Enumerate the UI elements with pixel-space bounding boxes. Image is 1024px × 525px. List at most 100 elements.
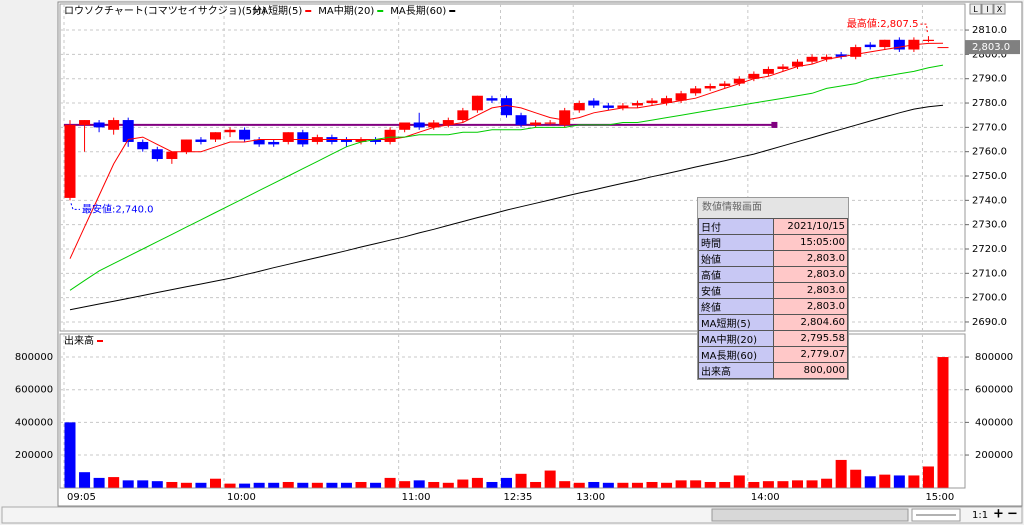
candle-body [602,105,614,108]
scroll-thumb[interactable] [711,508,909,522]
volume-title: 出来高 [64,334,94,347]
candle-body [922,39,934,42]
candle-body [690,88,702,94]
y-tick-label: 2800.0 [972,49,1007,60]
volume-bar [835,459,847,488]
volume-bar [413,480,425,488]
candle-body [544,122,556,124]
candle-body [762,68,774,74]
info-value: 2021/10/15 [773,218,848,235]
info-title: 数値情報画面 [698,198,848,218]
candle-body [748,73,760,79]
info-key: 時間 [698,234,774,251]
candle-body [195,139,207,142]
candle-body [821,56,833,60]
volume-bar [340,482,352,488]
volume-bar [151,481,163,488]
candle-body [64,124,76,198]
info-key: 安値 [698,282,774,299]
info-value: 2,803.0 [773,282,848,299]
candle-body [559,110,571,125]
chart-title: ロウソクチャート(コマツセイサクジョ)(5分) [64,5,266,17]
volume-bar [442,482,454,488]
candle-body [501,98,512,116]
volume-bar [253,482,265,488]
volume-bar [530,481,542,488]
volume-bar [573,482,585,488]
zoom-label: 1:1 [972,510,988,521]
info-key: MA短期(5) [698,314,774,331]
y-tick-label: 2790.0 [972,74,1007,85]
candle-body [355,139,367,142]
volume-bar [79,472,91,488]
volume-bar [471,477,483,488]
candle-body [661,98,673,104]
y-tick-label: 2770.0 [972,122,1007,133]
volume-bar [704,481,716,488]
volume-bar [501,477,512,488]
y-tick-label: 200000 [975,450,1013,461]
info-panel: 数値情報画面 日付 2021/10/15 時間 15:05:00 始値 2,803.0 高値… [697,197,849,380]
y-tick-label: 2720.0 [972,244,1007,255]
volume-bar [661,482,673,488]
info-row: MA中期(20) 2,795.58 [698,330,848,347]
volume-bar [224,483,236,488]
candle-body [180,139,192,152]
candle-body [617,105,629,108]
last-price-label: 2,803.0 [972,42,1010,53]
window-button-label: I [986,5,988,14]
volume-bar [908,475,920,488]
candle-body [733,78,745,84]
info-value: 2,795.58 [773,330,848,347]
candle-body [224,129,236,133]
volume-bar [399,481,411,488]
info-key: 始値 [698,250,774,267]
volume-bar [864,476,876,488]
volume-bar [239,483,251,488]
window-button[interactable] [969,3,982,15]
zoom-in[interactable]: + [993,507,1004,522]
volume-bar [748,481,760,488]
candle-body [530,122,542,125]
candle-body [239,129,251,140]
info-value: 2,803.0 [773,266,848,283]
y-tick-label: 2730.0 [972,220,1007,231]
candle-body [340,139,352,142]
x-tick-label: 09:05 [67,492,96,503]
candle-body [413,122,425,128]
volume-bar [137,480,149,488]
x-tick-label: 14:00 [751,492,780,503]
candle-body [806,56,818,62]
info-key: 日付 [698,218,774,235]
y-tick-label: 2710.0 [972,268,1007,279]
candle-body [428,122,440,128]
window-button[interactable] [993,3,1006,15]
info-key: 高値 [698,266,774,283]
candle-body [835,54,847,57]
candle-body [850,47,862,57]
window-button[interactable] [981,3,994,15]
volume-bar [719,481,731,488]
volume-bar [646,481,658,488]
volume-bar [879,474,891,488]
info-row: MA長期(60) 2,779.07 [698,346,848,363]
candle-body [297,132,309,145]
ma-line [69,42,944,259]
y-tick-label: 2750.0 [972,171,1007,182]
volume-bar [326,482,338,488]
volume-bar [631,482,643,488]
zoom-out[interactable]: − [1007,507,1018,522]
volume-bar [690,480,702,488]
volume-bar [777,481,789,488]
volume-bar [617,482,629,488]
volume-bar [297,482,309,488]
volume-bar [792,480,803,488]
x-tick-label: 12:35 [504,492,533,503]
candle-body [471,95,483,111]
candle-body [108,120,120,130]
volume-bar [428,481,440,488]
candle-body [515,115,527,125]
candle-body [486,98,498,101]
